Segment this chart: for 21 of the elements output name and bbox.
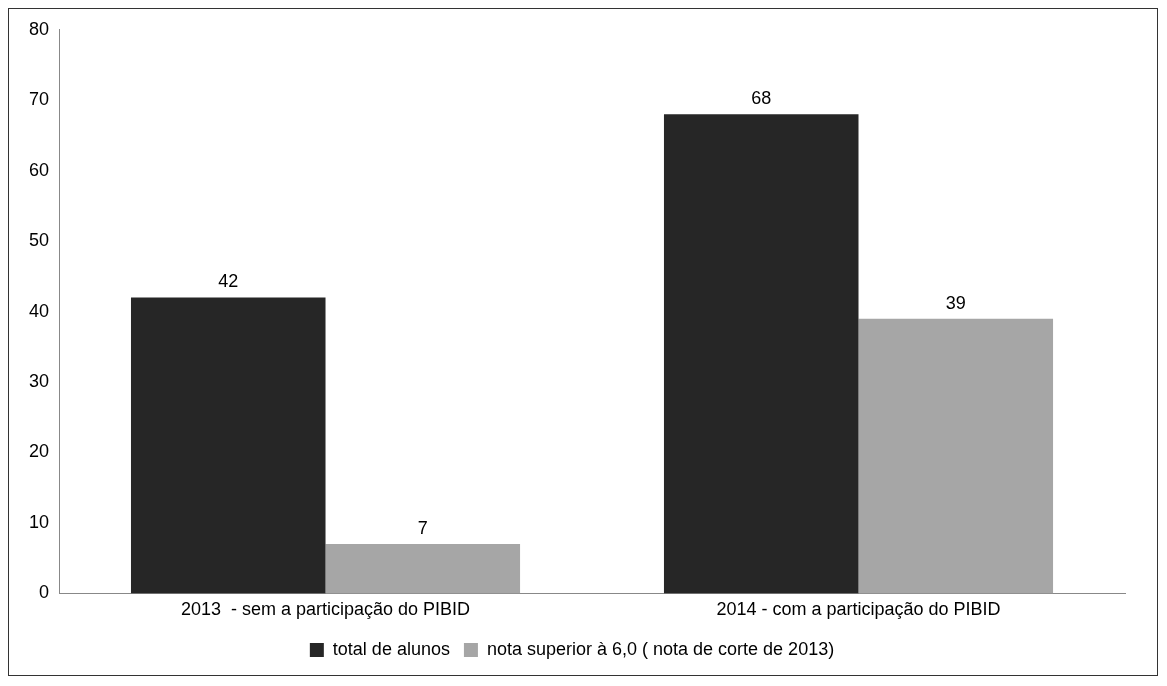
y-tick-label: 50 (28, 230, 50, 251)
y-tick-label: 60 (28, 159, 50, 180)
y-tick-label: 30 (28, 371, 50, 392)
y-tick-label: 20 (28, 441, 50, 462)
data-label: 68 (751, 88, 772, 109)
bar (858, 318, 1054, 594)
y-tick-label: 0 (39, 582, 50, 603)
data-label: 39 (945, 292, 966, 313)
x-tick-label: 2013 - sem a participação do PIBID (180, 599, 471, 620)
y-tick-label: 70 (28, 89, 50, 110)
data-label: 7 (417, 518, 428, 539)
bar (130, 297, 326, 594)
legend-label: nota superior à 6,0 ( nota de corte de 2013) (486, 638, 835, 659)
y-tick-label: 10 (28, 511, 50, 532)
bar (325, 544, 521, 594)
legend-label: total de alunos (332, 638, 450, 659)
bar (663, 114, 859, 594)
x-tick-label: 2014 - com a participação do PIBID (716, 599, 1001, 620)
data-label: 42 (218, 271, 239, 292)
y-tick-label: 80 (28, 18, 50, 39)
y-tick-label: 40 (28, 300, 50, 321)
